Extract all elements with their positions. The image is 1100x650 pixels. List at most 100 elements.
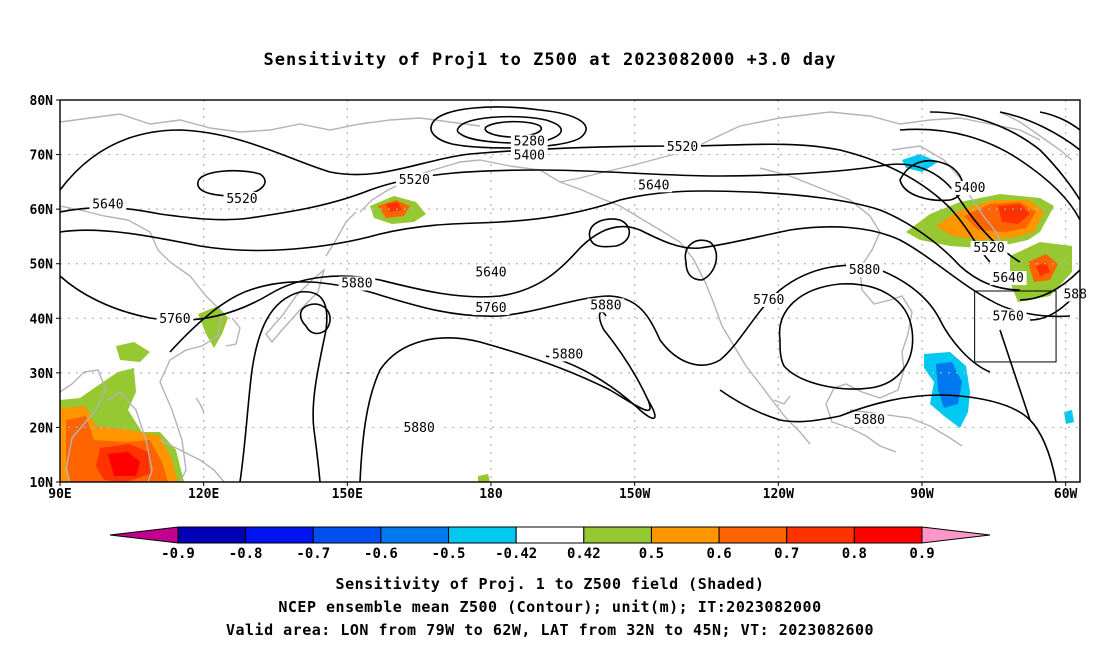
lat-tick-label: 80N	[30, 94, 54, 109]
contour-label-bg	[664, 140, 701, 155]
contour-label-bg	[549, 347, 587, 362]
colorbar-bin	[583, 526, 652, 544]
grid-lines	[60, 100, 1080, 482]
lat-tick-label: 40N	[30, 312, 54, 327]
map-frame	[59, 99, 1081, 483]
lon-tick-label: 60W	[1054, 487, 1078, 502]
contour-label: 5760	[475, 301, 506, 316]
colorbar-bin	[177, 526, 247, 544]
contour-label-bg	[510, 148, 548, 163]
contour-label: 5880	[552, 347, 583, 362]
colorbar-bin	[853, 526, 923, 544]
colorbar-upper-triangle	[921, 526, 991, 544]
contour-label: 5520	[973, 241, 1004, 256]
colorbar-bin	[786, 526, 855, 544]
contour-label: 5280	[514, 135, 545, 150]
colorbar-label: -0.6	[364, 546, 398, 562]
footer-line-3: Valid area: LON from 79W to 62W, LAT fro…	[225, 621, 875, 639]
lat-tick-label: 10N	[30, 476, 54, 491]
colorbar-bin	[245, 526, 314, 544]
colorbar-label: -0.5	[432, 546, 466, 562]
contour-label-bg	[156, 312, 194, 327]
lon-tick-label: 120E	[188, 487, 219, 502]
contour-label: 5760	[753, 293, 784, 308]
lat-tick-label: 70N	[30, 149, 54, 164]
coastlines	[60, 111, 1073, 482]
colorbar-bin	[380, 526, 450, 544]
colorbar-label: -0.8	[229, 546, 263, 562]
shade-north-atlantic	[902, 154, 1072, 302]
colorbar-label: 0.42	[567, 546, 601, 562]
contour-label: 5880	[849, 263, 880, 278]
colorbar-label: 0.5	[639, 546, 664, 562]
lon-tick-label: 150E	[332, 487, 363, 502]
contour-label: 5880	[341, 277, 372, 292]
lon-tick-label: 150W	[619, 487, 650, 502]
colorbar-bin	[650, 526, 720, 544]
colorbar-bin	[718, 526, 788, 544]
colorbar-label: 0.8	[842, 546, 867, 562]
z500-contours	[60, 106, 1080, 482]
contour-label-bg	[400, 421, 438, 436]
longitude-tick-labels: 90E 120E 150E 180 150W 120W 90W 60W	[48, 482, 1078, 502]
contour-label-bg	[472, 301, 510, 316]
colorbar-label: 0.9	[909, 546, 934, 562]
lon-tick-label: 90E	[48, 487, 71, 502]
contour-label-bg	[850, 412, 888, 427]
contour-label-bg	[635, 178, 673, 193]
footer-line-1: Sensitivity of Proj. 1 to Z500 field (Sh…	[335, 575, 765, 593]
contour-label: 5520	[667, 140, 698, 155]
contour-label-bg	[750, 292, 788, 307]
contour-label-bg	[472, 265, 510, 280]
colorbar-bin	[515, 526, 585, 544]
contour-label: 5520	[226, 192, 257, 207]
colorbar-lower-triangle	[109, 526, 179, 544]
valid-area-box	[974, 290, 1057, 363]
contour-label-bg	[846, 262, 883, 277]
colorbar-labels: -0.9 -0.8 -0.7 -0.6 -0.5 -0.42 0.42 0.5 0.6 0.7 0.…	[161, 546, 935, 562]
lat-tick-label: 20N	[30, 421, 54, 436]
contour-label: 588	[1063, 287, 1086, 302]
colorbar-bin	[312, 526, 382, 544]
contour-label: 5880	[854, 413, 885, 428]
contour-label-bg	[89, 197, 127, 212]
contour-label-bg	[989, 271, 1027, 286]
lat-tick-label: 50N	[30, 258, 54, 273]
contour-label: 5640	[638, 178, 669, 193]
contour-label: 5880	[590, 298, 621, 313]
contour-labels: 5280540055205520552056405640564054005520…	[89, 134, 1090, 436]
contour-label-bg	[951, 181, 989, 196]
colorbar	[109, 526, 991, 544]
colorbar-label: -0.9	[161, 546, 195, 562]
contour-label: 5760	[993, 309, 1024, 324]
colorbar-bin	[448, 526, 517, 544]
contour-label: 5400	[514, 148, 545, 163]
footer-line-2: NCEP ensemble mean Z500 (Contour); unit(…	[278, 598, 822, 616]
map-title: Sensitivity of Proj1 to Z500 at 20230820…	[263, 50, 837, 70]
contour-label-bg	[587, 298, 625, 313]
shade-kamchatka	[370, 196, 426, 224]
shade-western-atlantic-negative	[478, 352, 1074, 482]
colorbar-label: 0.7	[774, 546, 799, 562]
lon-tick-label: 120W	[763, 487, 794, 502]
contour-label: 5400	[954, 181, 985, 196]
contour-label: 5760	[159, 312, 190, 327]
latitude-tick-labels: 80N 70N 60N 50N 40N 30N 20N 10N	[30, 94, 60, 491]
lon-tick-label: 90W	[910, 487, 934, 502]
contour-label-bg	[970, 241, 1008, 256]
contour-label-bg	[395, 172, 433, 187]
contour-label: 5640	[475, 266, 506, 281]
shade-south-asia	[60, 306, 228, 482]
contour-label: 5880	[403, 421, 434, 436]
contour-label-bg	[510, 134, 548, 149]
colorbar-label: -0.42	[495, 546, 537, 562]
contour-label-bg	[1060, 287, 1090, 302]
contour-label: 5520	[399, 173, 430, 188]
contour-label: 5640	[993, 271, 1024, 286]
lat-tick-label: 60N	[30, 203, 54, 218]
contour-label-bg	[989, 309, 1027, 324]
contour-label-bg	[223, 191, 261, 206]
lat-tick-label: 30N	[30, 367, 54, 382]
contour-label-bg	[338, 276, 376, 291]
